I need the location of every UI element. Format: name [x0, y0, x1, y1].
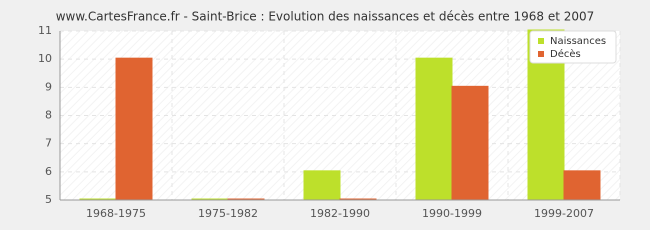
- y-tick-label: 9: [45, 80, 52, 93]
- chart: www.CartesFrance.fr - Saint-Brice : Evol…: [0, 0, 650, 230]
- legend-box: [529, 30, 617, 64]
- bar: [303, 170, 341, 201]
- legend-label: Décès: [550, 48, 581, 60]
- bar: [415, 57, 453, 201]
- y-tick-label: 5: [45, 193, 52, 206]
- y-tick-label: 7: [45, 137, 52, 150]
- bar: [563, 170, 601, 201]
- legend-swatch: [538, 38, 544, 44]
- y-tick-label: 8: [45, 109, 52, 122]
- legend-swatch: [538, 51, 544, 57]
- chart-title: www.CartesFrance.fr - Saint-Brice : Evol…: [56, 10, 595, 24]
- y-tick-label: 6: [45, 165, 52, 178]
- legend-label: Naissances: [550, 36, 606, 47]
- x-tick-label: 1968-1975: [86, 207, 146, 220]
- x-tick-label: 1999-2007: [534, 207, 594, 220]
- y-tick-label: 10: [38, 52, 52, 65]
- x-tick-label: 1975-1982: [198, 207, 258, 220]
- bar: [451, 85, 489, 201]
- x-tick-label: 1990-1999: [422, 207, 482, 220]
- y-tick-label: 11: [38, 24, 52, 37]
- x-tick-label: 1982-1990: [310, 207, 370, 220]
- bar: [115, 57, 153, 201]
